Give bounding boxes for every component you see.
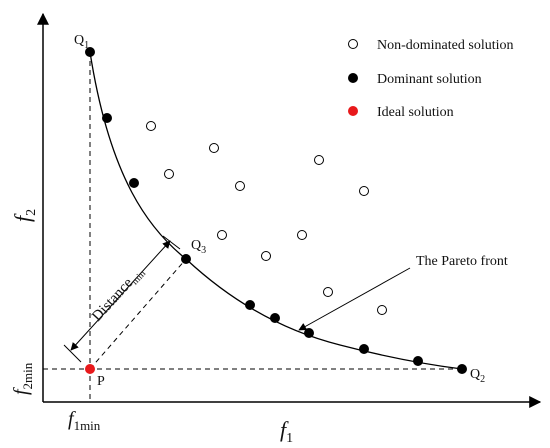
non-dominated-point bbox=[297, 230, 307, 240]
p-label: P bbox=[97, 374, 105, 389]
non-dominated-point bbox=[217, 230, 227, 240]
y-axis-label: f2 bbox=[10, 209, 39, 222]
f1min-label: f1min bbox=[68, 408, 101, 433]
distance-arrow bbox=[70, 240, 171, 351]
dominant-point bbox=[129, 178, 139, 188]
pareto-front-label: The Pareto front bbox=[416, 254, 508, 269]
distance-label: Distancemin bbox=[89, 264, 148, 326]
non-dominated-point bbox=[314, 155, 324, 165]
non-dominated-point bbox=[235, 181, 245, 191]
dominant-point bbox=[102, 113, 112, 123]
dominant-point-q1 bbox=[85, 47, 95, 57]
q3-label: Q3 bbox=[191, 238, 206, 256]
non-dominated-point bbox=[377, 305, 387, 315]
dominant-point bbox=[304, 328, 314, 338]
ideal-solution-point bbox=[85, 364, 95, 374]
non-dominated-solutions bbox=[146, 121, 387, 315]
pareto-label-arrow bbox=[298, 267, 411, 331]
legend-marker-non-dominated bbox=[348, 39, 358, 49]
distance-tick-start bbox=[63, 344, 82, 363]
q1-label: Q1 bbox=[74, 33, 89, 51]
distance-tick-end bbox=[162, 235, 181, 250]
x-axis-label: f1 bbox=[280, 417, 293, 446]
non-dominated-point bbox=[164, 169, 174, 179]
dominant-point bbox=[413, 356, 423, 366]
dominant-point bbox=[270, 313, 280, 323]
non-dominated-point bbox=[146, 121, 156, 131]
dominant-point bbox=[245, 300, 255, 310]
dominant-point bbox=[359, 344, 369, 354]
pareto-front-curve bbox=[89, 51, 463, 370]
dominant-point-q3 bbox=[181, 254, 191, 264]
q2-label: Q2 bbox=[470, 367, 485, 385]
non-dominated-point bbox=[209, 143, 219, 153]
non-dominated-point bbox=[261, 251, 271, 261]
legend-marker-ideal bbox=[348, 106, 358, 116]
dominant-solutions bbox=[85, 47, 467, 374]
f2min-label: f2min bbox=[10, 362, 35, 395]
non-dominated-point bbox=[323, 287, 333, 297]
legend-label-non-dominated: Non-dominated solution bbox=[377, 38, 514, 53]
legend-marker-dominant bbox=[348, 73, 358, 83]
legend-label-dominant: Dominant solution bbox=[377, 72, 482, 87]
dominant-point-q2 bbox=[457, 364, 467, 374]
legend-label-ideal: Ideal solution bbox=[377, 105, 454, 120]
non-dominated-point bbox=[359, 186, 369, 196]
legend: Non-dominated solution Dominant solution… bbox=[348, 38, 514, 120]
